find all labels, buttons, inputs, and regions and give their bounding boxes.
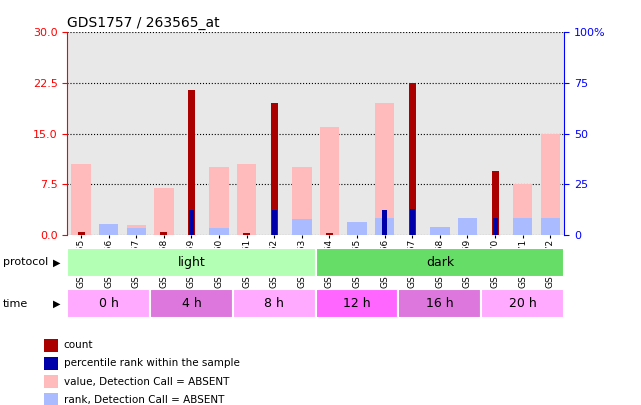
Text: percentile rank within the sample: percentile rank within the sample: [64, 358, 240, 369]
Bar: [481, 289, 564, 318]
Bar: [458, 222, 477, 235]
Bar: [44, 339, 58, 352]
Text: ▶: ▶: [53, 299, 60, 309]
Bar: [540, 134, 560, 235]
Bar: [150, 289, 233, 318]
Bar: [375, 103, 394, 235]
Text: protocol: protocol: [3, 258, 49, 267]
Bar: [292, 167, 312, 235]
Bar: [67, 289, 150, 318]
Bar: [237, 164, 256, 235]
Bar: [382, 210, 387, 235]
Bar: [99, 224, 119, 235]
Bar: [271, 103, 278, 235]
Bar: [409, 83, 416, 235]
Bar: [513, 218, 532, 235]
Bar: [399, 289, 481, 318]
Bar: [154, 188, 174, 235]
Bar: [513, 184, 532, 235]
Text: value, Detection Call = ABSENT: value, Detection Call = ABSENT: [64, 377, 229, 387]
Bar: [458, 218, 477, 235]
Bar: [67, 248, 315, 277]
Bar: [160, 232, 167, 235]
Bar: [519, 233, 526, 235]
Bar: [243, 233, 250, 235]
Bar: [492, 171, 499, 235]
Bar: [315, 248, 564, 277]
Bar: [292, 219, 312, 235]
Bar: [492, 218, 497, 235]
Text: 12 h: 12 h: [344, 297, 371, 310]
Bar: [430, 227, 449, 235]
Text: dark: dark: [426, 256, 454, 269]
Text: time: time: [3, 299, 28, 309]
Bar: [315, 289, 399, 318]
Text: 16 h: 16 h: [426, 297, 454, 310]
Text: 20 h: 20 h: [509, 297, 537, 310]
Bar: [127, 225, 146, 235]
Bar: [99, 232, 119, 235]
Bar: [299, 233, 305, 235]
Bar: [188, 90, 195, 235]
Bar: [189, 210, 194, 235]
Bar: [71, 164, 91, 235]
Bar: [210, 228, 229, 235]
Bar: [210, 167, 229, 235]
Text: ▶: ▶: [53, 258, 60, 267]
Bar: [540, 218, 560, 235]
Text: count: count: [64, 340, 94, 350]
Text: 4 h: 4 h: [181, 297, 201, 310]
Bar: [78, 232, 85, 235]
Bar: [437, 233, 444, 235]
Bar: [133, 233, 140, 235]
Bar: [44, 375, 58, 388]
Bar: [347, 222, 367, 235]
Bar: [272, 210, 277, 235]
Bar: [127, 228, 146, 235]
Bar: [44, 357, 58, 370]
Bar: [410, 209, 415, 235]
Text: light: light: [178, 256, 205, 269]
Bar: [215, 233, 222, 235]
Bar: [547, 233, 554, 235]
Bar: [105, 233, 112, 235]
Bar: [326, 233, 333, 235]
Bar: [375, 218, 394, 235]
Text: 0 h: 0 h: [99, 297, 119, 310]
Bar: [320, 127, 339, 235]
Bar: [233, 289, 315, 318]
Bar: [354, 233, 360, 235]
Bar: [44, 393, 58, 405]
Text: GDS1757 / 263565_at: GDS1757 / 263565_at: [67, 16, 220, 30]
Bar: [381, 233, 388, 235]
Text: rank, Detection Call = ABSENT: rank, Detection Call = ABSENT: [64, 395, 224, 405]
Bar: [464, 233, 471, 235]
Text: 8 h: 8 h: [264, 297, 284, 310]
